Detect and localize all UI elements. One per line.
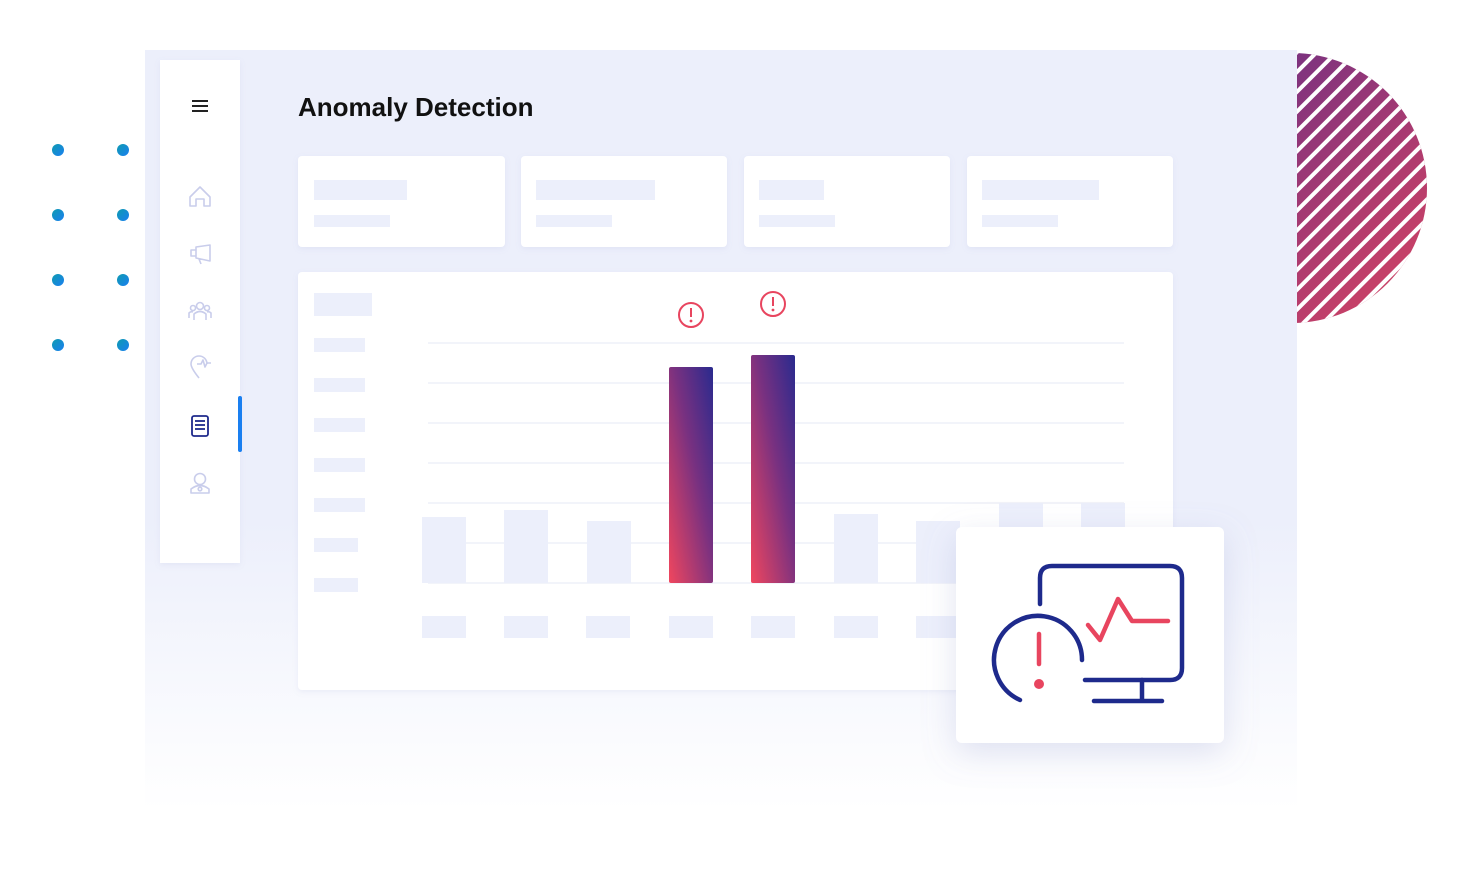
profile-icon[interactable]	[190, 472, 210, 494]
menu-icon[interactable]	[192, 100, 208, 112]
active-indicator	[238, 396, 242, 452]
home-icon[interactable]	[189, 186, 211, 207]
stat-cards	[298, 156, 1173, 247]
anomaly-bar	[669, 367, 713, 583]
page-title: Anomaly Detection	[298, 92, 534, 122]
users-icon[interactable]	[188, 301, 212, 321]
monitor-card	[956, 527, 1224, 743]
alert-icon	[678, 291, 786, 328]
anomaly-bar	[751, 355, 795, 583]
chart-card	[298, 272, 1173, 690]
location-icon[interactable]	[190, 355, 211, 379]
dot-grid	[52, 144, 129, 351]
reports-icon[interactable]	[191, 415, 209, 437]
campaign-icon[interactable]	[190, 244, 211, 265]
monitor-icon	[991, 563, 1185, 704]
axis-placeholders	[314, 293, 960, 638]
